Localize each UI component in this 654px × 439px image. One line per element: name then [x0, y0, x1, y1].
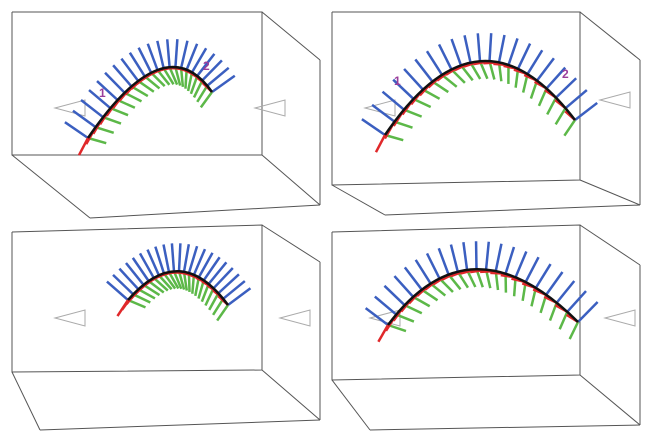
frame-axis-red	[79, 138, 88, 155]
frame-axis-blue	[214, 268, 233, 288]
frame-axis-blue	[566, 90, 587, 108]
frame-axis-blue	[366, 308, 388, 325]
frame-axis-green	[188, 72, 192, 91]
frame-axis-blue	[499, 35, 504, 62]
frame-axis-blue	[526, 257, 539, 282]
frame-axis-green	[560, 312, 568, 329]
frame-axis-blue	[218, 274, 239, 293]
curve	[385, 61, 575, 135]
frame-axis-green	[158, 70, 170, 85]
frame-axis-blue	[536, 264, 551, 288]
camera-cone	[255, 100, 285, 116]
camera-cone	[280, 310, 310, 326]
frame-axis-blue	[383, 92, 404, 110]
frame-axis-blue	[465, 35, 471, 62]
frame-axis-blue	[384, 286, 404, 305]
camera-cone	[600, 92, 630, 108]
frame-axis-blue	[157, 41, 163, 68]
frame-axis-blue	[167, 39, 169, 67]
frame-axis-green	[185, 70, 186, 89]
curve	[88, 67, 212, 138]
frame-axis-blue	[405, 267, 422, 289]
frame-axis-blue	[490, 33, 492, 61]
point-label: 2	[562, 67, 569, 81]
frame-axis-blue	[372, 105, 394, 122]
frame-axis-blue	[172, 243, 174, 271]
frame-axis-blue	[126, 263, 144, 285]
frame-axis-green	[431, 284, 446, 296]
frame-axis-blue	[452, 39, 461, 65]
frame-axis-red	[376, 135, 385, 152]
frame-axis-blue	[439, 248, 449, 274]
frame-axis-blue	[557, 281, 575, 303]
frame-axis-blue	[463, 242, 467, 270]
frame-axis-green	[413, 297, 430, 306]
frame-axis-green	[396, 315, 414, 322]
frame-axis-blue	[516, 251, 527, 277]
frame-axis-blue	[486, 242, 489, 270]
camera-cone	[55, 100, 85, 116]
frame-axis-blue	[107, 282, 128, 300]
camera-cone	[55, 310, 85, 326]
frame-axis-green	[405, 305, 422, 313]
frame-axis-blue	[567, 291, 586, 312]
figure: 1 2 1 2	[0, 0, 654, 439]
frame-axis-blue	[546, 272, 562, 295]
frame-axis-red	[378, 325, 388, 342]
frame-axis-blue	[496, 244, 502, 271]
frame-axis-blue	[528, 50, 543, 74]
frame-axis-blue	[537, 58, 554, 80]
curves	[55, 33, 635, 342]
box-top-right	[332, 12, 640, 215]
frame-axis-blue	[509, 38, 518, 65]
frame-axis-green	[422, 290, 438, 301]
frame-axis-green	[547, 98, 556, 115]
frame-axis-blue	[415, 59, 432, 81]
frame-axis-blue	[506, 247, 514, 274]
frame-axis-blue	[113, 275, 133, 294]
frame-axis-blue	[427, 253, 440, 278]
frame-axis-green	[88, 138, 106, 143]
frame-axis-blue	[575, 103, 597, 120]
point-label: 1	[394, 74, 401, 88]
frame-axis-blue	[394, 276, 413, 297]
frame-axis-blue	[427, 51, 442, 75]
frame-axis-green	[128, 300, 145, 307]
box-bottom-right	[332, 225, 640, 430]
frame-axis-green	[110, 108, 128, 115]
frame-axis-blue	[204, 257, 220, 280]
point-label: 1	[99, 86, 106, 100]
frame-axis-green	[564, 120, 575, 136]
camera-cone	[605, 310, 635, 326]
frame-axis-blue	[73, 111, 96, 127]
frame-axis-green	[103, 117, 121, 123]
frame-axis-blue	[578, 302, 598, 322]
frame-axis-blue	[181, 41, 187, 68]
point-label: 2	[203, 59, 210, 73]
frame-axis-green	[556, 108, 566, 124]
frame-axis-blue	[209, 262, 227, 284]
frame-axis-green	[388, 325, 406, 331]
frame-axis-blue	[556, 78, 576, 97]
frame-axis-blue	[184, 244, 189, 272]
frame-axis-blue	[119, 269, 138, 290]
frame-axis-blue	[404, 69, 423, 90]
frame-axis-blue	[81, 100, 103, 117]
camera-cone	[365, 100, 395, 116]
frame-axis-blue	[375, 297, 396, 315]
frame-axis-blue	[179, 243, 180, 271]
frame-axis-blue	[478, 33, 480, 61]
frame-axis-blue	[175, 39, 177, 67]
frame-axis-blue	[133, 258, 149, 281]
frame-axis-green	[96, 127, 114, 133]
frame-axis-blue	[362, 119, 385, 135]
box-top-left	[12, 12, 320, 218]
frame-axis-blue	[451, 245, 458, 272]
frame-axis-blue	[439, 44, 451, 69]
frame-axis-green	[570, 322, 578, 339]
frame-axis-blue	[65, 122, 88, 138]
frame-axis-blue	[518, 44, 530, 69]
frame-axis-blue	[164, 245, 169, 272]
frame-axis-blue	[416, 260, 431, 284]
